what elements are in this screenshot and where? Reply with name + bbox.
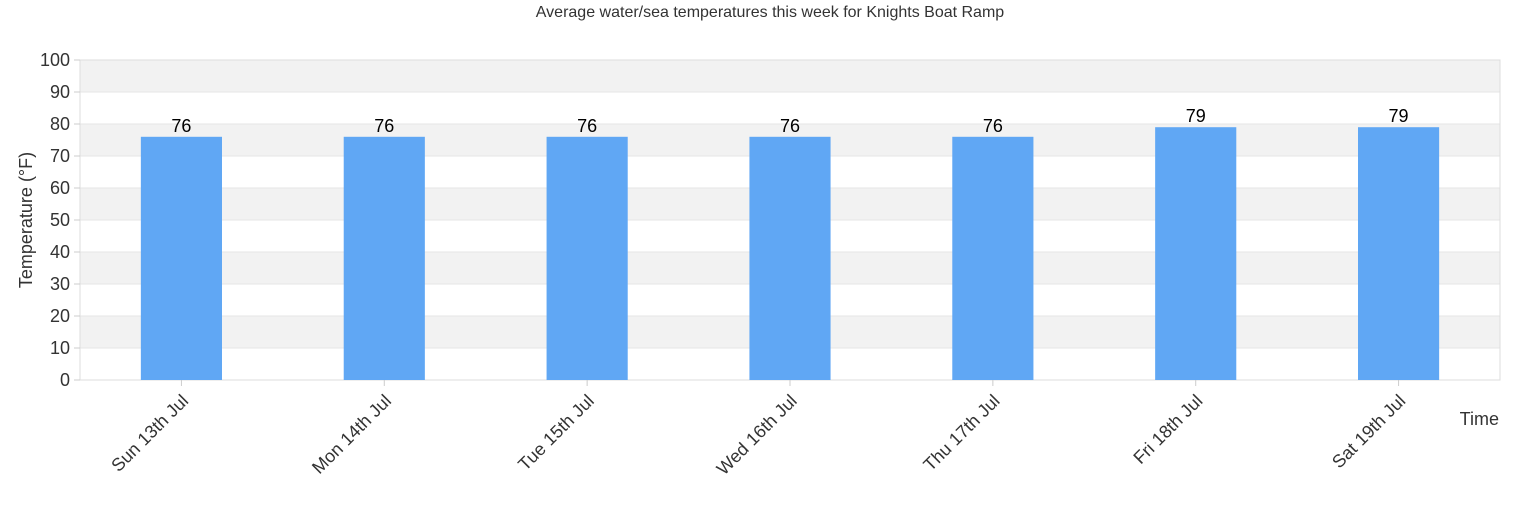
- x-tick-label: Mon 14th Jul: [308, 391, 395, 478]
- bar: [1358, 127, 1440, 380]
- y-tick-label: 40: [50, 242, 70, 262]
- x-axis-ticks: Sun 13th Jul Mon 14th Jul Tue 15th Jul Wed …: [107, 380, 1409, 479]
- y-tick-label: 70: [50, 146, 70, 166]
- x-tick-label: Thu 17th Jul: [919, 391, 1003, 475]
- background-band: [80, 60, 1500, 92]
- y-tick-label: 20: [50, 306, 70, 326]
- y-tick-label: 10: [50, 338, 70, 358]
- data-label: 76: [780, 116, 800, 136]
- y-axis-ticks: 0 10 20 30 40 50 60 70 80 90 100: [40, 50, 80, 390]
- data-label: 76: [577, 116, 597, 136]
- x-tick-label: Wed 16th Jul: [713, 391, 801, 479]
- bar-series: [140, 127, 1440, 380]
- data-label: 76: [171, 116, 191, 136]
- x-tick-label: Fri 18th Jul: [1129, 391, 1206, 468]
- y-tick-label: 30: [50, 274, 70, 294]
- y-tick-label: 60: [50, 178, 70, 198]
- data-label: 79: [1186, 106, 1206, 126]
- background-band: [80, 92, 1500, 124]
- x-tick-label: Tue 15th Jul: [514, 391, 598, 475]
- y-tick-label: 80: [50, 114, 70, 134]
- y-tick-label: 0: [60, 370, 70, 390]
- bar: [1155, 127, 1237, 380]
- chart-title: Average water/sea temperatures this week…: [536, 4, 1004, 21]
- x-axis-label: Time: [1460, 409, 1499, 429]
- bar: [749, 136, 831, 380]
- bar: [952, 136, 1034, 380]
- x-tick-label: Sun 13th Jul: [107, 391, 192, 476]
- y-tick-label: 50: [50, 210, 70, 230]
- bar: [343, 136, 425, 380]
- data-label: 76: [983, 116, 1003, 136]
- bar: [546, 136, 628, 380]
- data-labels: 76 76 76 76 76 79 79: [171, 106, 1408, 136]
- x-tick-label: Sat 19th Jul: [1328, 391, 1409, 472]
- y-axis-label: Temperature (°F): [16, 152, 36, 288]
- data-label: 79: [1389, 106, 1409, 126]
- data-label: 76: [374, 116, 394, 136]
- y-tick-label: 90: [50, 82, 70, 102]
- bar: [140, 136, 222, 380]
- y-tick-label: 100: [40, 50, 70, 70]
